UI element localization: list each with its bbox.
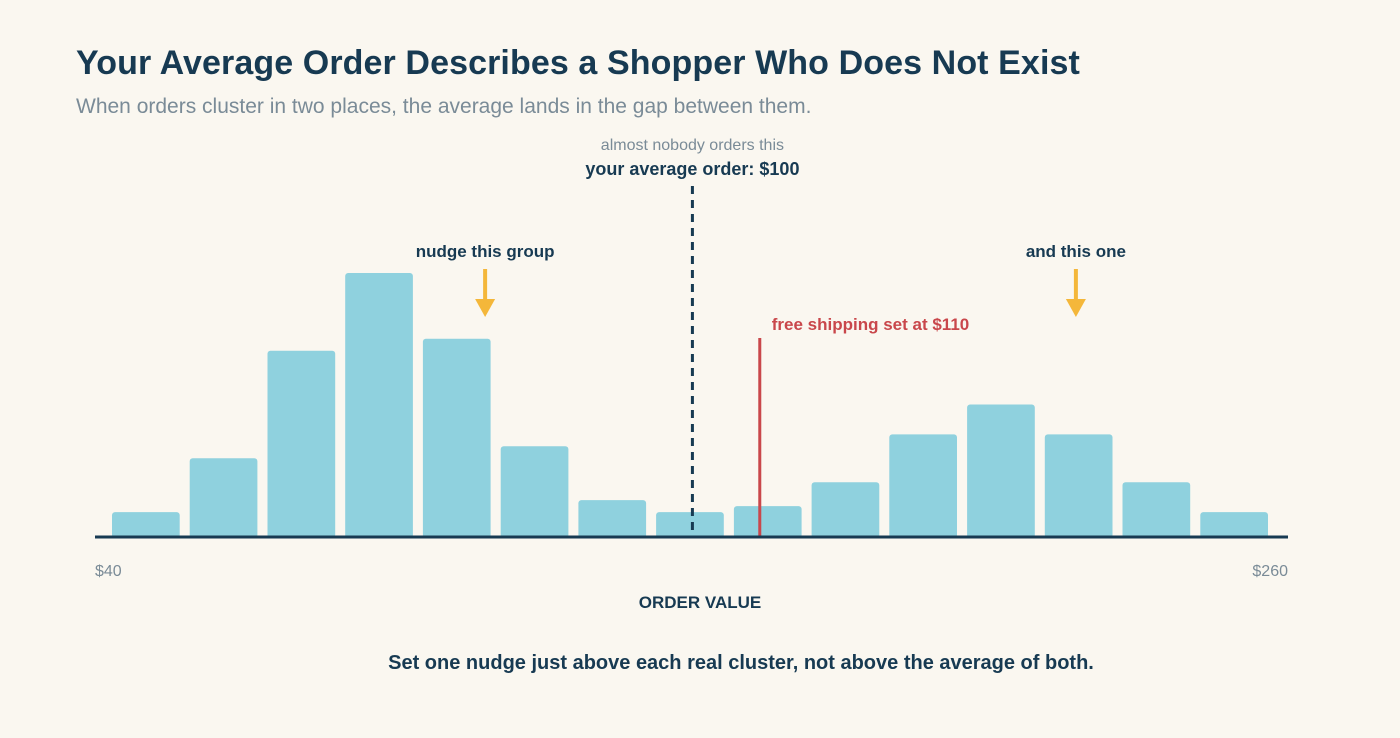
takeaway-text: Set one nudge just above each real clust…: [388, 652, 1094, 674]
down-arrow-icon: [475, 269, 496, 317]
histogram-bar: [656, 512, 724, 538]
nudge-right-label: and this one: [1026, 242, 1126, 261]
histogram-bar: [1044, 434, 1113, 538]
x-tick-label-max: $260: [1252, 563, 1288, 580]
histogram-bar: [811, 482, 880, 538]
chart-title: Your Average Order Describes a Shopper W…: [76, 44, 1080, 82]
histogram-bar: [112, 512, 180, 538]
down-arrow-icon: [1065, 269, 1086, 317]
histogram-bar: [189, 458, 258, 538]
histogram-bar: [1200, 512, 1268, 538]
histogram-bar: [345, 273, 413, 538]
histogram-bar: [578, 500, 647, 538]
histogram-bar: [422, 338, 491, 539]
histogram-bar: [889, 434, 957, 538]
histogram-bar: [1122, 482, 1191, 538]
histogram-bar: [500, 446, 569, 538]
bars-group: [112, 273, 1268, 539]
x-axis-label: ORDER VALUE: [639, 593, 761, 612]
histogram-bar: [733, 506, 802, 538]
x-tick-label-min: $40: [95, 563, 122, 580]
chart-subtitle: When orders cluster in two places, the a…: [76, 95, 812, 118]
mean-note: almost nobody orders this: [601, 137, 784, 154]
nudge-left-label: nudge this group: [416, 242, 555, 261]
free-shipping-threshold-label: free shipping set at $110: [772, 315, 969, 334]
histogram-bar: [267, 350, 336, 538]
mean-label: your average order: $100: [585, 159, 799, 179]
histogram-bar: [967, 404, 1035, 538]
